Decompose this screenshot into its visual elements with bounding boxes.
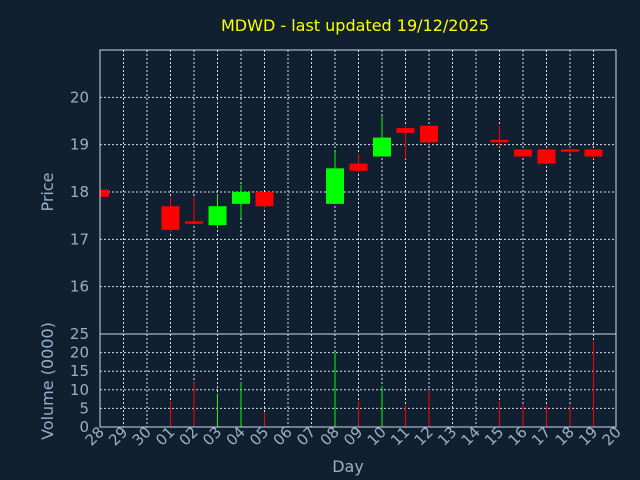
candle-body xyxy=(373,137,391,157)
price-y-tick-label: 18 xyxy=(70,183,89,201)
candle-body xyxy=(537,149,556,164)
price-y-tick-label: 20 xyxy=(70,88,89,106)
candle-body xyxy=(326,168,344,204)
x-tick-labels: 2829300102030405060708091011121314151617… xyxy=(82,423,625,449)
chart-title: MDWD - last updated 19/12/2025 xyxy=(221,16,489,35)
price-y-ticks: 16 17 18 19 20 xyxy=(70,88,89,295)
candle-body xyxy=(420,125,438,143)
price-y-tick-label: 19 xyxy=(70,136,89,154)
candle-body xyxy=(396,128,415,133)
candle-body xyxy=(161,206,180,230)
candle-body xyxy=(100,189,109,197)
price-grid xyxy=(100,50,616,334)
candle-body xyxy=(561,149,579,152)
candle-body xyxy=(232,192,250,204)
price-y-tick-label: 17 xyxy=(70,230,89,248)
volume-y-tick-label: 5 xyxy=(79,399,89,417)
price-axis-label: Price xyxy=(38,172,57,211)
candle-body xyxy=(490,139,509,143)
volume-y-tick-label: 25 xyxy=(70,325,89,343)
volume-axis-label: Volume (0000) xyxy=(38,322,57,440)
candle-body xyxy=(584,149,603,157)
candles xyxy=(99,116,603,233)
x-axis-label: Day xyxy=(332,457,364,476)
volume-y-tick-label: 20 xyxy=(70,344,89,362)
volume-y-tick-label: 10 xyxy=(70,381,89,399)
candle-body xyxy=(255,192,274,207)
price-y-tick-label: 16 xyxy=(70,278,89,296)
volume-panel-frame xyxy=(99,333,617,428)
volume-y-tick-label: 0 xyxy=(79,418,89,436)
candle-body xyxy=(185,221,203,224)
candle-body xyxy=(349,163,368,171)
volume-bars xyxy=(170,341,594,427)
volume-y-tick-label: 15 xyxy=(70,362,89,380)
candle-body xyxy=(208,206,227,226)
candle-body xyxy=(514,149,532,157)
